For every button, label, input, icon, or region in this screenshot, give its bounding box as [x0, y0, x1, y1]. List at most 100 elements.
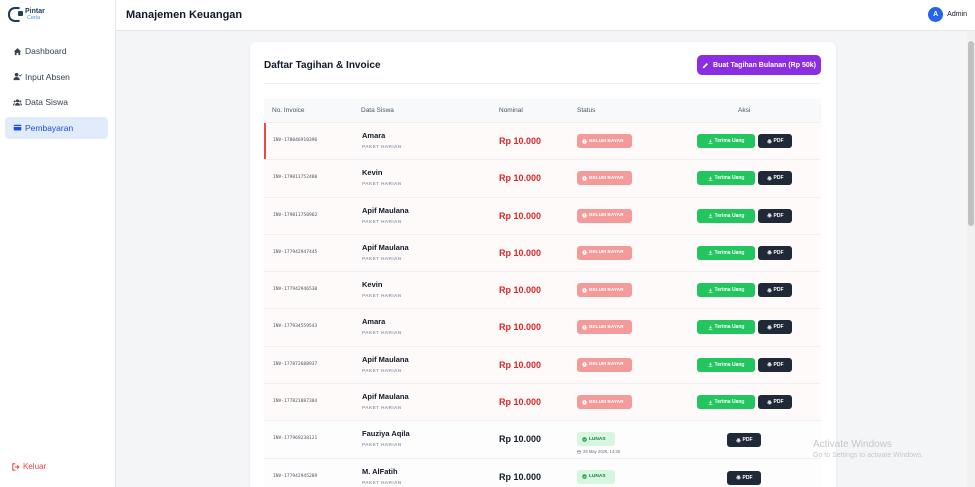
- package-label: PAKET HARIAN: [362, 480, 402, 486]
- receive-payment-label: Terima Uang: [714, 361, 745, 368]
- receive-payment-button[interactable]: Terima Uang: [697, 134, 755, 148]
- pdf-button[interactable]: PDF: [758, 245, 792, 260]
- receive-payment-button[interactable]: Terima Uang: [697, 208, 755, 223]
- pdf-button[interactable]: PDF: [727, 470, 761, 485]
- app-logo[interactable]: Pintar Ceria: [8, 7, 45, 22]
- page-title: Manajemen Keuangan: [126, 9, 243, 21]
- top-bar: Manajemen Keuangan A Admin: [116, 0, 975, 31]
- status-badge: BELUM BAYAR: [577, 171, 632, 186]
- column-header-student: Data Siswa: [361, 107, 394, 114]
- receive-payment-button[interactable]: Terima Uang: [697, 283, 755, 298]
- sidebar: Pintar Ceria Dashboard Input Absen Data …: [0, 0, 116, 487]
- receive-payment-label: Terima Uang: [714, 138, 745, 144]
- user-menu[interactable]: A Admin: [928, 7, 967, 22]
- pdf-button[interactable]: PDF: [758, 357, 792, 372]
- status-label: LUNAS: [589, 436, 606, 442]
- table-row: INV-179011752480 Kevin PAKET HARIAN Rp 10.0…: [264, 159, 821, 197]
- table-row: INV-177872688937 Apif Maulana PAKET HARIAN…: [264, 345, 821, 384]
- user-name: Admin: [947, 11, 967, 18]
- pdf-button[interactable]: PDF: [758, 171, 792, 186]
- scroll-thumb[interactable]: [968, 41, 974, 226]
- pdf-button[interactable]: PDF: [758, 208, 792, 223]
- invoice-number: INV-177872688937: [273, 361, 318, 367]
- status-badge: BELUM BAYAR: [577, 208, 632, 223]
- column-header-invoice: No. Invoice: [272, 107, 305, 114]
- avatar: A: [928, 7, 944, 22]
- amount: Rp 10.000: [499, 247, 542, 258]
- sidebar-item-dashboard[interactable]: Dashboard: [5, 40, 108, 62]
- create-monthly-bill-button[interactable]: Buat Tagihan Bulanan (Rp 50k): [697, 55, 821, 75]
- printer-icon: [767, 325, 771, 330]
- pdf-button[interactable]: PDF: [758, 283, 792, 298]
- logo-line1: Pintar: [25, 7, 45, 15]
- invoice-number: INV-179011752480: [273, 175, 318, 181]
- pdf-button-label: PDF: [773, 175, 784, 182]
- package-label: PAKET HARIAN: [362, 331, 402, 337]
- printer-icon: [736, 475, 740, 480]
- alert-icon: [582, 287, 587, 293]
- receive-payment-button[interactable]: Terima Uang: [697, 320, 755, 335]
- status-label: LUNAS: [589, 474, 606, 480]
- scrollbar[interactable]: [967, 31, 975, 487]
- user-check-icon: [12, 72, 22, 82]
- pdf-button-label: PDF: [773, 249, 784, 256]
- watermark-subtitle: Go to Settings to activate Windows.: [813, 452, 924, 459]
- watermark-title: Activate Windows: [813, 439, 892, 450]
- logout-icon: [12, 462, 20, 471]
- status-label: BELUM BAYAR: [589, 362, 624, 368]
- alert-icon: [582, 176, 587, 181]
- alert-icon: [582, 362, 587, 368]
- download-icon: [708, 288, 713, 293]
- status-label: BELUM BAYAR: [589, 175, 624, 181]
- pdf-button[interactable]: PDF: [758, 320, 792, 335]
- amount: Rp 10.000: [499, 397, 542, 408]
- amount: Rp 10.000: [499, 359, 542, 370]
- alert-icon: [582, 399, 587, 405]
- printer-icon: [767, 139, 771, 144]
- wallet-icon: [12, 123, 22, 133]
- pdf-button-label: PDF: [773, 361, 784, 368]
- download-icon: [708, 250, 713, 255]
- receive-payment-button[interactable]: Terima Uang: [697, 357, 755, 372]
- student-name: Apif Maulana: [362, 354, 409, 364]
- pdf-button[interactable]: PDF: [758, 134, 792, 148]
- student-name: Apif Maulana: [362, 392, 409, 402]
- pdf-button-label: PDF: [742, 437, 753, 444]
- sidebar-nav: Dashboard Input Absen Data Siswa Pembaya…: [5, 40, 108, 142]
- amount: Rp 10.000: [499, 285, 542, 296]
- sidebar-item-input-absen[interactable]: Input Absen: [5, 66, 108, 88]
- amount: Rp 10.000: [499, 210, 542, 221]
- receive-payment-button[interactable]: Terima Uang: [697, 395, 755, 410]
- status-badge: BELUM BAYAR: [577, 395, 632, 410]
- receive-payment-label: Terima Uang: [714, 175, 745, 182]
- sidebar-item-label: Pembayaran: [25, 122, 74, 133]
- printer-icon: [736, 438, 740, 443]
- download-icon: [708, 176, 713, 181]
- printer-icon: [767, 250, 771, 256]
- sidebar-item-data-siswa[interactable]: Data Siswa: [5, 91, 108, 113]
- table-header: No. Invoice Data Siswa Nominal Status Ak…: [264, 99, 821, 122]
- check-icon: [582, 437, 587, 442]
- home-icon: [12, 46, 22, 56]
- student-name: Kevin: [362, 280, 383, 290]
- pencil-icon: [702, 62, 708, 68]
- receive-payment-button[interactable]: Terima Uang: [697, 171, 755, 186]
- student-name: M. AlFatih: [362, 466, 398, 476]
- receive-payment-button[interactable]: Terima Uang: [697, 245, 755, 260]
- receive-payment-label: Terima Uang: [714, 249, 745, 256]
- student-name: Kevin: [362, 168, 383, 178]
- logout-button[interactable]: Keluar: [12, 462, 46, 471]
- table-row: INV-177942946530 Kevin PAKET HARIAN Rp 10.0…: [264, 271, 821, 309]
- create-button-label: Buat Tagihan Bulanan (Rp 50k): [713, 61, 816, 69]
- student-name: Fauziya Aqila: [362, 429, 410, 439]
- invoice-number: INV-177821887384: [273, 399, 318, 405]
- invoice-number: INV-177934559543: [273, 324, 318, 330]
- pdf-button[interactable]: PDF: [758, 395, 792, 410]
- pdf-button[interactable]: PDF: [727, 433, 761, 448]
- amount: Rp 10.000: [499, 471, 542, 482]
- sidebar-item-label: Dashboard: [25, 46, 67, 56]
- status-label: BELUM BAYAR: [589, 213, 624, 219]
- package-label: PAKET HARIAN: [362, 182, 402, 188]
- sidebar-item-pembayaran[interactable]: Pembayaran: [5, 116, 108, 139]
- status-badge: BELUM BAYAR: [577, 245, 632, 260]
